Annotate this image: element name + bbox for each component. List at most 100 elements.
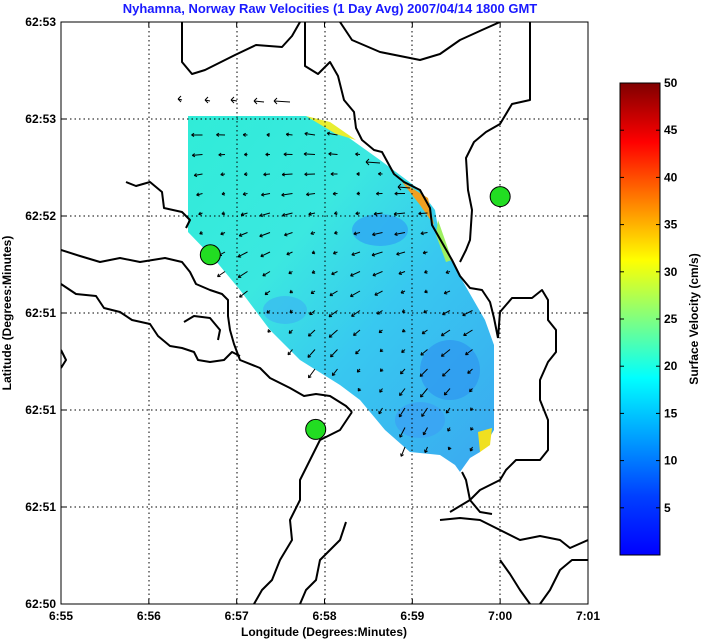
- velocity-arrow: [329, 290, 338, 297]
- velocity-arrow: [356, 368, 361, 373]
- velocity-arrow: [371, 251, 383, 257]
- velocity-arrow: [261, 192, 271, 197]
- velocity-arrow: [307, 368, 316, 379]
- radar-site-marker: [199, 244, 221, 266]
- slow-region: [263, 296, 307, 324]
- velocity-arrow: [311, 250, 316, 255]
- velocity-arrow: [440, 349, 451, 357]
- velocity-arrow: [400, 290, 406, 294]
- velocity-arrow: [283, 152, 293, 157]
- velocity-arrow: [379, 388, 383, 393]
- velocity-arrow: [376, 191, 383, 196]
- velocity-arrow: [422, 427, 428, 436]
- velocity-arrow: [259, 232, 271, 238]
- velocity-arrow: [177, 95, 183, 103]
- velocity-arrow: [398, 271, 406, 275]
- velocity-arrow: [401, 349, 406, 353]
- velocity-arrow: [393, 211, 406, 216]
- x-tick-label: 7:00: [488, 609, 512, 623]
- colorbar-tick-label: 15: [664, 406, 678, 420]
- velocity-arrow: [447, 427, 451, 432]
- velocity-arrow: [378, 171, 383, 176]
- velocity-arrow: [372, 271, 383, 277]
- velocity-arrow: [242, 191, 248, 196]
- velocity-arrow: [465, 349, 473, 356]
- velocity-arrow: [399, 388, 406, 396]
- velocity-arrow: [378, 329, 383, 334]
- velocity-arrow: [420, 349, 428, 356]
- y-tick-label: 62:50: [25, 597, 56, 611]
- velocity-arrow: [350, 271, 361, 277]
- velocity-arrow: [419, 368, 428, 377]
- velocity-arrow: [334, 211, 338, 216]
- velocity-arrow: [355, 211, 361, 216]
- y-axis-ticks: 62:53 62:53 62:52 62:51 62:51 62:51 62:50: [25, 15, 588, 611]
- colorbar-label: Surface Velocity (cm/s): [687, 253, 701, 384]
- slow-region: [395, 402, 445, 438]
- velocity-arrow: [443, 388, 451, 396]
- velocity-arrow: [308, 211, 316, 216]
- velocity-arrow: [309, 310, 316, 316]
- velocity-arrow: [356, 191, 361, 196]
- y-tick-label: 62:52: [25, 209, 56, 223]
- velocity-arrow: [398, 407, 406, 418]
- velocity-arrow: [288, 329, 293, 334]
- velocity-arrow: [332, 250, 338, 255]
- slow-region: [420, 340, 480, 400]
- velocity-arrow: [216, 132, 226, 137]
- velocity-arrow: [287, 349, 293, 356]
- velocity-arrow: [306, 192, 316, 197]
- velocity-arrow: [351, 310, 361, 317]
- velocity-arrow: [262, 271, 271, 277]
- velocity-arrow: [442, 368, 451, 377]
- colorbar-tick-label: 50: [664, 76, 678, 90]
- x-tick-label: 6:55: [49, 609, 73, 623]
- velocity-arrow: [204, 96, 211, 104]
- velocity-arrow: [350, 290, 361, 298]
- velocity-arrow: [307, 349, 316, 358]
- velocity-arrow: [445, 270, 451, 275]
- velocity-arrow: [374, 290, 383, 296]
- velocity-arrow: [443, 290, 451, 295]
- x-axis-label: Longitude (Degrees:Minutes): [241, 625, 407, 639]
- velocity-arrow: [394, 191, 406, 196]
- colorbar-tick-label: 30: [664, 265, 678, 279]
- velocity-arrow: [467, 368, 473, 374]
- velocity-arrow: [281, 172, 293, 177]
- colorbar-tick-label: 25: [664, 312, 678, 326]
- chart-title: Nyhamna, Norway Raw Velocities (1 Day Av…: [123, 1, 538, 16]
- velocity-arrow: [357, 388, 362, 392]
- velocity-arrow: [263, 172, 271, 177]
- velocity-arrow: [445, 407, 451, 414]
- velocity-arrow: [379, 348, 384, 353]
- y-tick-label: 62:53: [25, 15, 56, 29]
- velocity-arrow: [422, 250, 428, 255]
- x-tick-label: 6:57: [225, 609, 249, 623]
- velocity-arrow: [326, 131, 338, 136]
- velocity-arrow: [191, 132, 203, 137]
- velocity-arrow: [424, 269, 428, 274]
- velocity-arrow: [284, 232, 293, 237]
- velocity-arrow: [421, 407, 428, 417]
- coastline: [61, 22, 588, 604]
- velocity-arrow: [285, 132, 293, 137]
- velocity-arrow: [353, 329, 361, 336]
- velocity-arrow: [394, 232, 406, 237]
- x-tick-label: 7:01: [576, 609, 600, 623]
- velocity-arrow: [238, 232, 248, 237]
- velocity-arrow: [330, 171, 338, 177]
- velocity-arrow: [237, 271, 248, 278]
- fast-edge: [306, 116, 356, 140]
- velocity-arrow: [400, 446, 406, 457]
- velocity-arrow: [331, 271, 338, 276]
- colorbar-tick-label: 5: [664, 501, 671, 515]
- velocity-arrow: [356, 171, 361, 177]
- colorbar-tick-label: 45: [664, 123, 678, 137]
- velocity-arrow: [372, 232, 383, 237]
- velocity-arrow: [328, 151, 338, 156]
- velocity-arrow: [332, 191, 338, 196]
- velocity-arrows: [177, 95, 474, 457]
- velocity-arrow: [289, 289, 293, 294]
- velocity-arrow: [253, 97, 265, 105]
- velocity-arrow: [264, 290, 271, 296]
